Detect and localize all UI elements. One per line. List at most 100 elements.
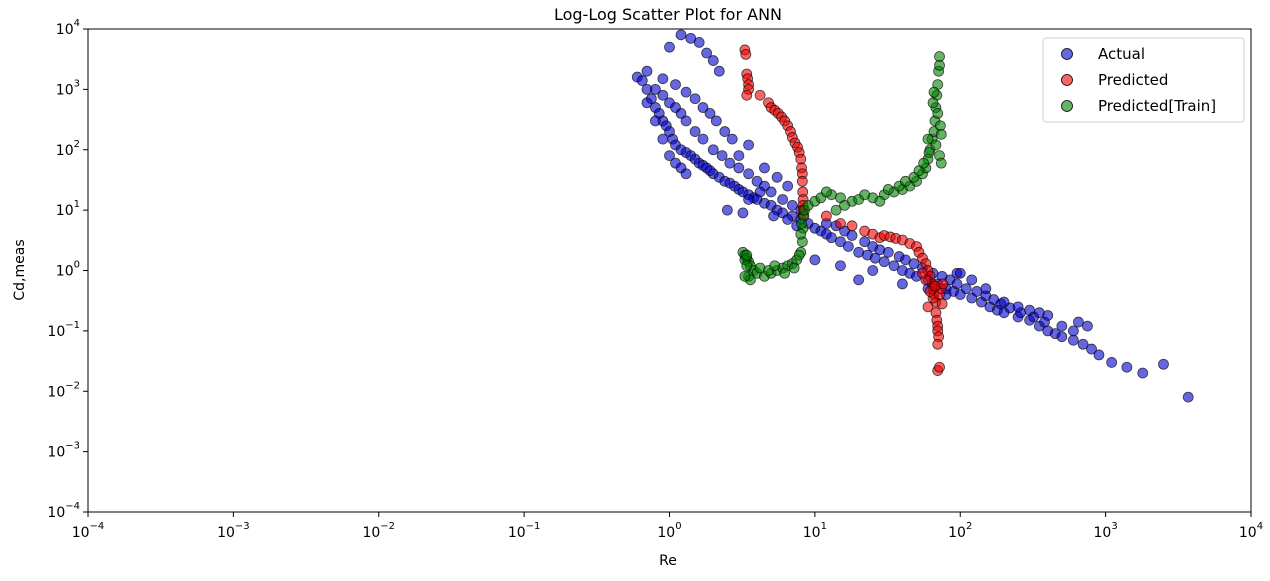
data-point (741, 249, 753, 261)
data-point (1093, 349, 1105, 361)
data-point (859, 236, 871, 248)
data-point (929, 280, 941, 292)
data-point (918, 157, 930, 169)
data-point (846, 230, 858, 241)
legend-marker (1061, 74, 1073, 86)
x-tick-label: 10−3 (217, 521, 250, 541)
data-point (917, 267, 928, 279)
data-point (765, 186, 777, 198)
data-point (754, 186, 766, 198)
data-point (896, 278, 908, 290)
x-tick-label: 103 (1094, 521, 1118, 541)
x-tick-label: 102 (948, 521, 972, 541)
y-tick-label: 10−1 (47, 320, 80, 340)
data-point (795, 228, 807, 240)
data-point (1073, 316, 1084, 328)
data-point (935, 157, 947, 169)
data-point (737, 207, 749, 219)
data-point (710, 115, 722, 127)
data-point (1082, 320, 1093, 332)
data-point (670, 79, 681, 90)
y-tick-label: 10−3 (47, 441, 80, 461)
data-point (923, 147, 935, 158)
x-tick-label: 101 (803, 521, 827, 541)
data-point (689, 126, 701, 137)
data-point (701, 47, 713, 59)
data-point (707, 144, 719, 156)
data-point (1106, 357, 1118, 368)
data-point (1121, 361, 1133, 373)
x-tick-label: 10−2 (362, 521, 395, 541)
data-point (934, 59, 945, 71)
legend-marker (1061, 100, 1073, 112)
x-axis-ticks: 10−4 10−3 10−2 10−1 100 101 102 103 104 (72, 512, 1263, 541)
data-point (726, 133, 738, 145)
y-tick-label: 10−4 (47, 501, 80, 521)
data-point (786, 199, 798, 211)
data-point (960, 283, 972, 295)
data-point (754, 89, 766, 101)
data-point (675, 29, 687, 41)
data-point (888, 260, 900, 272)
data-point (664, 41, 675, 53)
data-point (846, 220, 858, 232)
data-point (954, 267, 966, 279)
data-point (1158, 358, 1169, 370)
data-point (733, 162, 745, 174)
data-point (713, 65, 725, 77)
data-point (641, 65, 653, 77)
data-point (835, 260, 846, 272)
data-point (697, 102, 709, 113)
data-point (998, 296, 1010, 308)
data-point (693, 36, 705, 48)
x-tick-label: 104 (1239, 521, 1263, 541)
data-point (859, 189, 871, 201)
legend-marker (1061, 48, 1073, 60)
data-point (680, 86, 692, 98)
y-tick-label: 104 (56, 18, 80, 38)
data-point (675, 108, 687, 119)
data-point (1012, 301, 1024, 313)
data-point (809, 254, 821, 266)
data-point (1077, 338, 1089, 350)
y-axis-ticks: 10−4 10−3 10−2 10−1 100 101 102 103 104 (47, 18, 88, 521)
data-point (932, 108, 944, 119)
data-point (657, 133, 669, 145)
legend-label: Actual (1098, 45, 1145, 63)
data-point (793, 249, 805, 261)
data-point (839, 199, 850, 211)
data-point (636, 75, 648, 86)
data-point (796, 218, 807, 229)
data-point (1137, 367, 1149, 379)
data-point (1042, 310, 1054, 321)
data-point (936, 298, 948, 310)
data-point (922, 301, 934, 313)
data-point (934, 361, 945, 373)
data-point (928, 86, 940, 98)
y-tick-label: 101 (56, 199, 80, 219)
data-point (935, 128, 947, 140)
data-point (680, 115, 692, 127)
data-point (743, 194, 754, 205)
data-point (922, 133, 934, 145)
data-point (782, 180, 794, 192)
y-tick-label: 100 (56, 260, 80, 280)
data-point (779, 267, 791, 279)
data-point (759, 162, 770, 174)
data-point (697, 133, 709, 145)
data-point (768, 210, 779, 222)
data-point (820, 186, 832, 198)
data-point (782, 214, 794, 225)
data-point (1024, 304, 1036, 316)
chart-title: Log-Log Scatter Plot for ANN (554, 5, 782, 24)
data-point (657, 89, 669, 101)
data-point (908, 258, 920, 270)
legend-label: Predicted[Train] (1098, 97, 1216, 115)
data-point (830, 204, 842, 216)
data-point (741, 260, 753, 272)
data-point (664, 150, 675, 162)
data-point (878, 256, 890, 268)
series-2 (739, 44, 949, 376)
y-tick-label: 103 (56, 78, 80, 98)
data-point (842, 241, 854, 252)
